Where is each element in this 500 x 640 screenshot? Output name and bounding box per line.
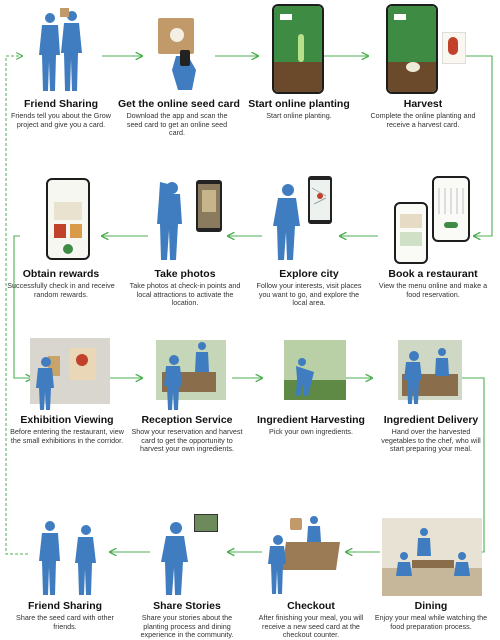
step-title: Start online planting bbox=[248, 98, 350, 110]
step-desc: Share the seed card with other friends. bbox=[16, 613, 114, 631]
step-dining: Dining Enjoy your meal while watching th… bbox=[372, 512, 490, 631]
step-harvest: Harvest Complete the online planting and… bbox=[364, 4, 482, 129]
phone-harvest-icon bbox=[364, 4, 482, 94]
arrow-4-8 bbox=[450, 55, 493, 236]
step-title: Friend Sharing bbox=[27, 600, 103, 612]
step-title: Ingredient Delivery bbox=[383, 414, 479, 426]
delivery-icon bbox=[372, 334, 490, 410]
step-desc: Download the app and scan the seed card … bbox=[126, 111, 228, 138]
step-title: Obtain rewards bbox=[22, 268, 100, 280]
step-title: Book a restaurant bbox=[388, 268, 478, 280]
person-phone-icon bbox=[128, 512, 246, 596]
step-friend-sharing-1: Friend Sharing Friends tell you about th… bbox=[2, 4, 120, 129]
step-desc: Start online planting. bbox=[266, 111, 332, 120]
step-book-restaurant: Book a restaurant View the menu online a… bbox=[374, 174, 492, 299]
step-title: Checkout bbox=[287, 600, 335, 612]
step-desc: Show your reservation and harvest card t… bbox=[131, 427, 243, 454]
step-title: Friend Sharing bbox=[23, 98, 99, 110]
step-ingredient-delivery: Ingredient Delivery Hand over the harves… bbox=[372, 334, 490, 454]
phone-planting-icon bbox=[240, 4, 358, 94]
step-title: Dining bbox=[414, 600, 448, 612]
step-title: Share Stories bbox=[153, 600, 221, 612]
step-title: Reception Service bbox=[141, 414, 233, 426]
step-obtain-rewards: Obtain rewards Successfully check in and… bbox=[2, 174, 120, 299]
phone-rewards-icon bbox=[2, 174, 120, 264]
step-get-seed-card: Get the online seed card Download the ap… bbox=[118, 4, 240, 138]
phones-booking-icon bbox=[374, 174, 492, 264]
hand-scan-card-icon bbox=[118, 4, 236, 94]
step-title: Harvest bbox=[403, 98, 443, 110]
step-desc: View the menu online and make a food res… bbox=[378, 281, 488, 299]
step-desc: Share your stories about the planting pr… bbox=[140, 613, 234, 640]
step-title: Explore city bbox=[279, 268, 339, 280]
step-desc: Successfully check in and receive random… bbox=[7, 281, 115, 299]
step-desc: Follow your interests, visit places you … bbox=[256, 281, 362, 308]
loop-back-arrow bbox=[5, 56, 28, 555]
step-title: Ingredient Harvesting bbox=[257, 414, 365, 426]
step-desc: Complete the online planting and receive… bbox=[370, 111, 476, 129]
step-exhibition-viewing: Exhibition Viewing Before entering the r… bbox=[8, 334, 126, 445]
person-map-icon bbox=[250, 174, 368, 264]
dining-icon bbox=[372, 512, 490, 596]
step-desc: Friends tell you about the Grow project … bbox=[11, 111, 111, 129]
step-ingredient-harvesting: Ingredient Harvesting Pick your own ingr… bbox=[252, 334, 370, 437]
checkout-icon bbox=[252, 512, 370, 596]
step-title: Exhibition Viewing bbox=[20, 414, 114, 426]
step-start-planting: Start online planting Start online plant… bbox=[240, 4, 358, 121]
two-people-icon bbox=[6, 512, 124, 596]
person-photo-icon bbox=[126, 174, 244, 264]
exhibition-icon bbox=[8, 334, 126, 410]
step-checkout: Checkout After finishing your meal, you … bbox=[252, 512, 370, 640]
step-desc: After finishing your meal, you will rece… bbox=[258, 613, 364, 640]
step-desc: Take photos at check-in points and local… bbox=[129, 281, 241, 308]
step-explore-city: Explore city Follow your interests, visi… bbox=[250, 174, 368, 308]
two-people-card-icon bbox=[2, 4, 120, 94]
step-reception-service: Reception Service Show your reservation … bbox=[128, 334, 246, 454]
step-title: Get the online seed card bbox=[118, 98, 240, 110]
arrow-5-9 bbox=[13, 235, 32, 378]
step-desc: Hand over the harvested vegetables to th… bbox=[381, 427, 481, 454]
reception-icon bbox=[128, 334, 246, 410]
step-desc: Enjoy your meal while watching the food … bbox=[374, 613, 488, 631]
step-title: Take photos bbox=[154, 268, 216, 280]
step-desc: Pick your own ingredients. bbox=[269, 427, 353, 436]
step-friend-sharing-2: Friend Sharing Share the seed card with … bbox=[6, 512, 124, 631]
step-take-photos: Take photos Take photos at check-in poin… bbox=[126, 174, 244, 308]
harvesting-icon bbox=[252, 334, 370, 410]
step-share-stories: Share Stories Share your stories about t… bbox=[128, 512, 246, 640]
step-desc: Before entering the restaurant, view the… bbox=[10, 427, 124, 445]
